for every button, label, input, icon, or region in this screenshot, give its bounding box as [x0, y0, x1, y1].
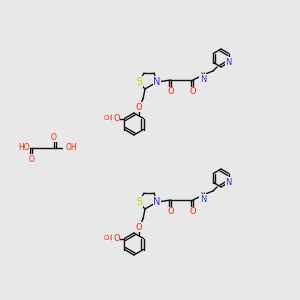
Text: O: O: [113, 114, 120, 123]
Text: O: O: [51, 133, 57, 142]
Text: OH: OH: [66, 143, 78, 152]
Text: O: O: [29, 154, 35, 164]
Text: O: O: [104, 116, 109, 122]
Text: S: S: [136, 77, 142, 87]
Text: O: O: [168, 88, 174, 97]
Text: H: H: [201, 71, 206, 76]
Text: O: O: [113, 234, 120, 243]
Text: N: N: [226, 58, 232, 67]
Text: N: N: [200, 194, 206, 203]
Text: H: H: [201, 191, 206, 196]
Text: N: N: [226, 178, 232, 187]
Text: O: O: [110, 114, 116, 123]
Text: HO: HO: [18, 143, 30, 152]
Text: O: O: [168, 208, 174, 217]
Text: S: S: [136, 197, 142, 207]
Text: O: O: [110, 234, 116, 243]
Text: N: N: [153, 197, 161, 207]
Text: O: O: [190, 208, 196, 217]
Text: O: O: [136, 103, 142, 112]
Text: N: N: [200, 74, 206, 83]
Text: O: O: [104, 236, 109, 242]
Text: O: O: [136, 223, 142, 232]
Text: O: O: [190, 88, 196, 97]
Text: N: N: [153, 77, 161, 87]
